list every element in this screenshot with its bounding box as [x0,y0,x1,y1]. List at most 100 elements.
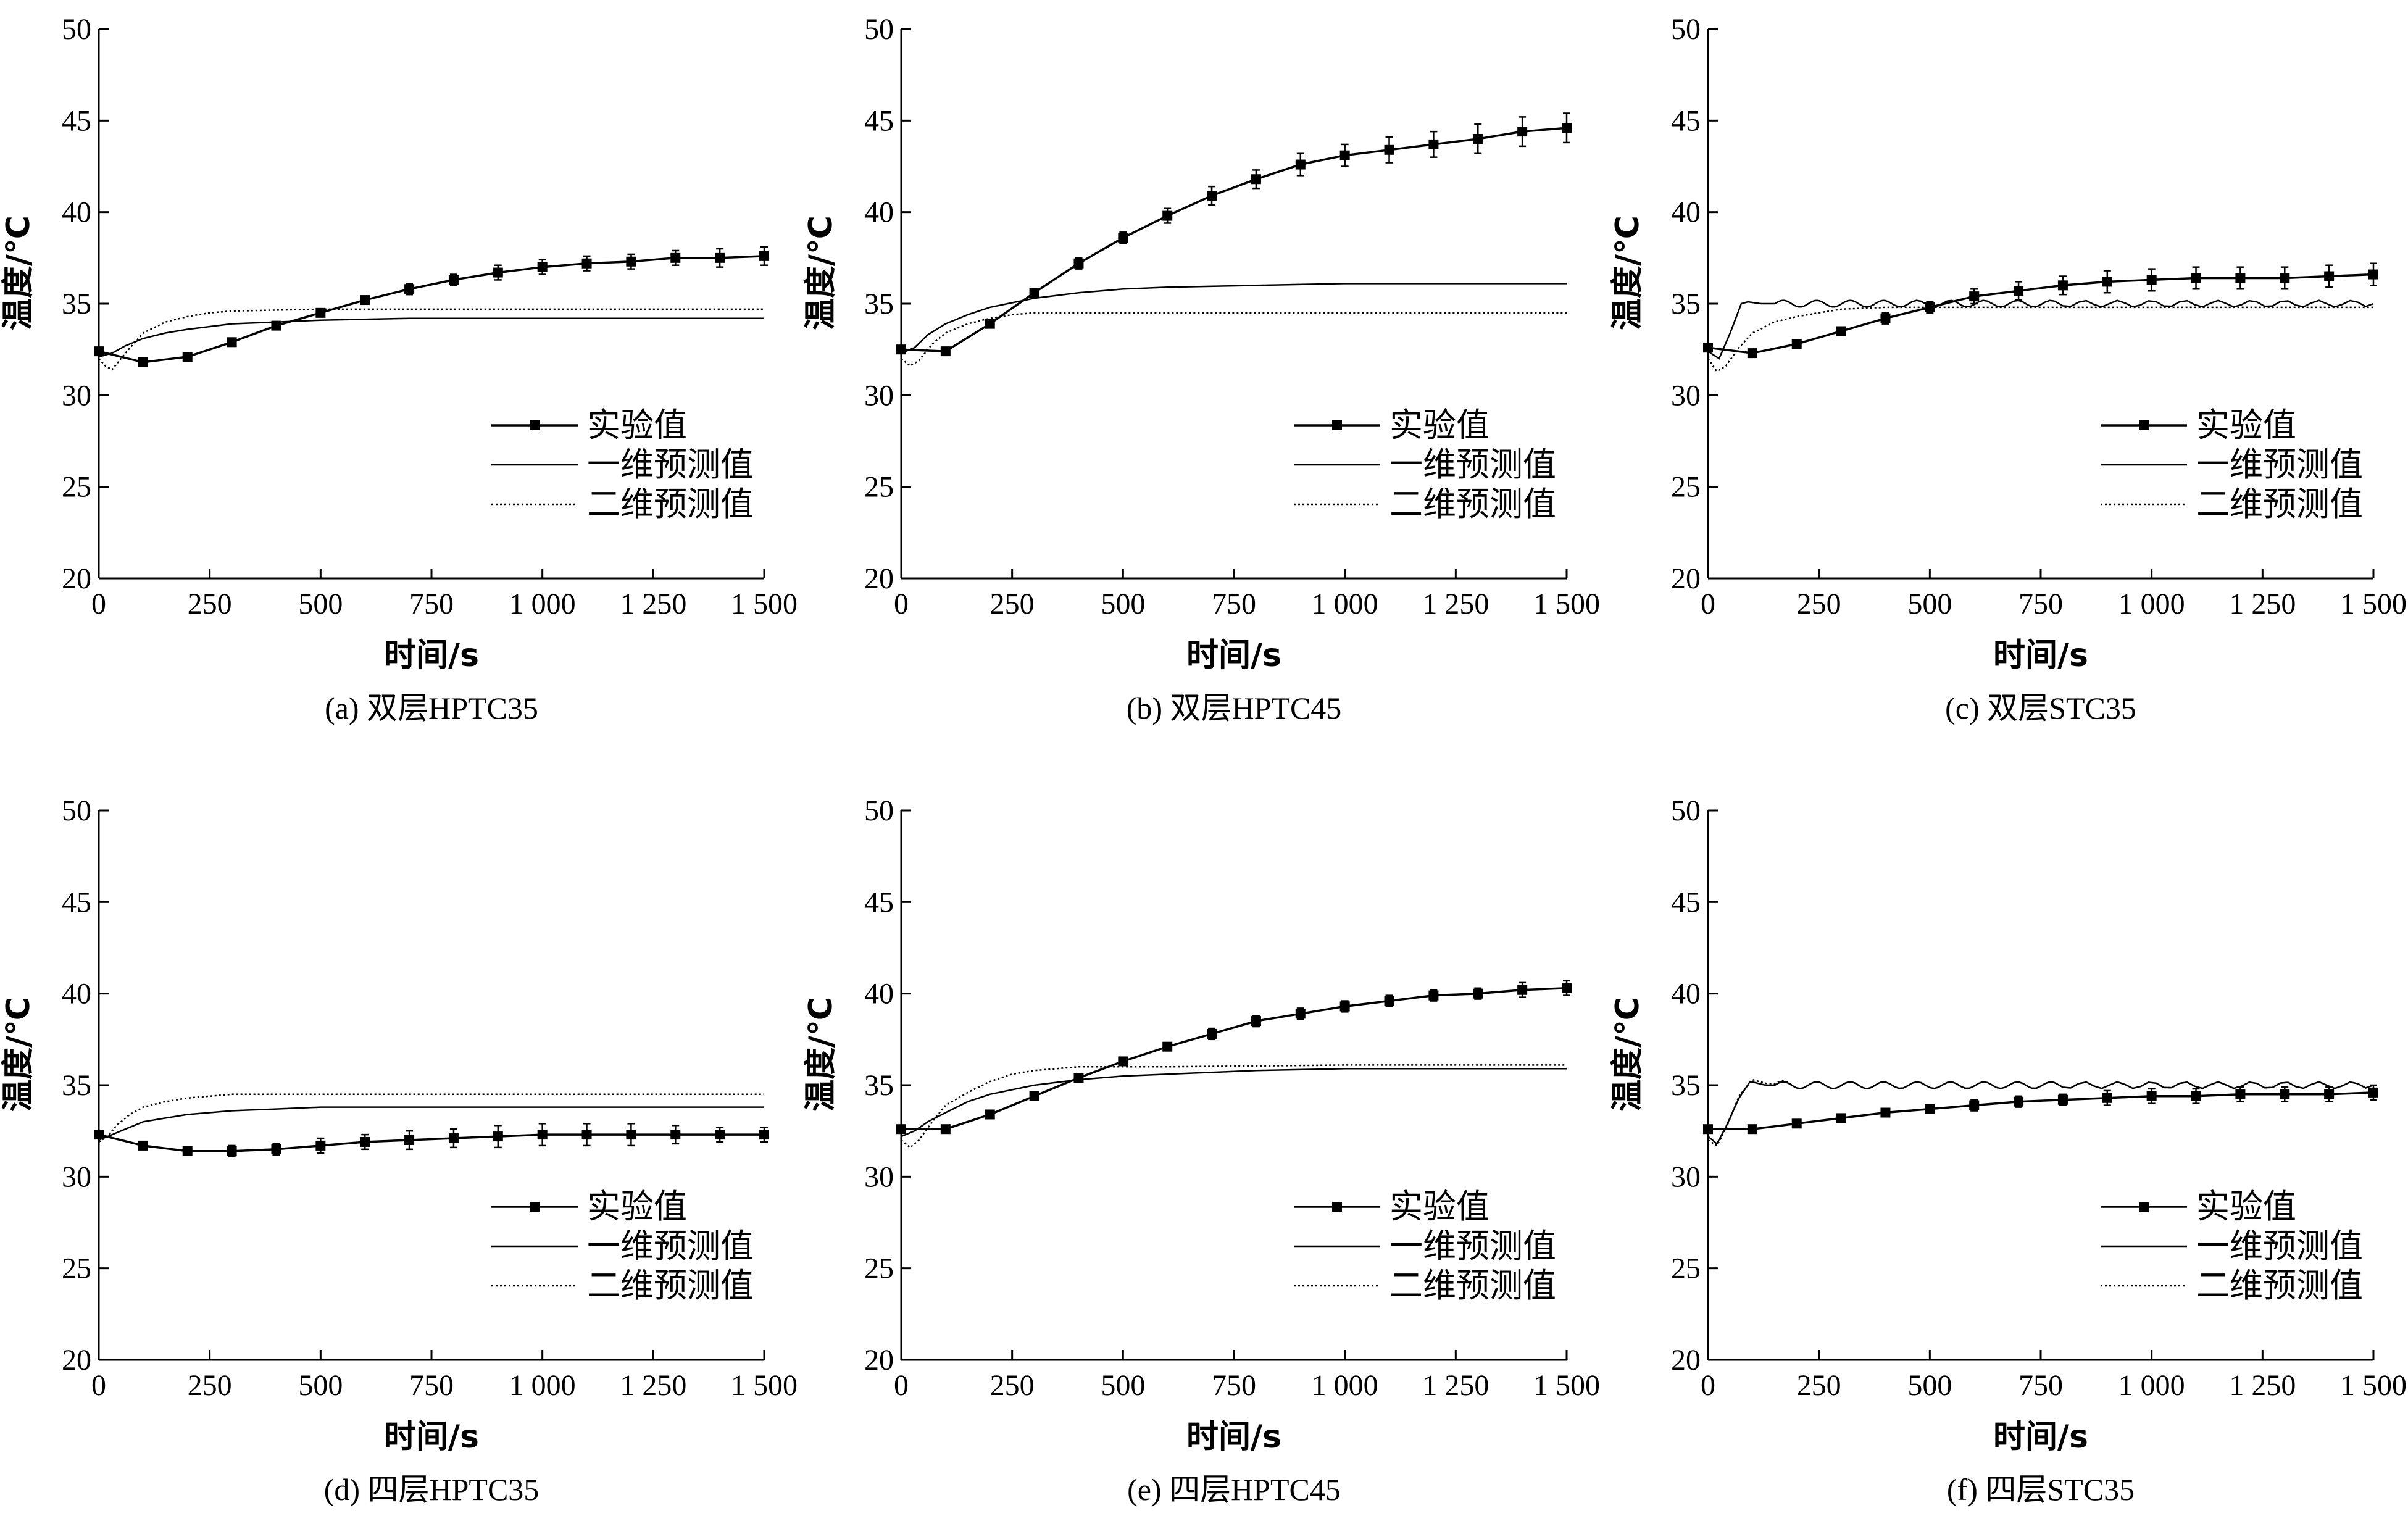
series-line-2 [901,312,1567,367]
x-tick-label: 750 [409,1369,454,1402]
y-tick-label: 50 [1671,13,1701,46]
data-point [1880,313,1891,323]
data-point [985,1109,995,1120]
data-point [2057,1094,2068,1105]
data-point [2102,277,2112,287]
y-axis-label: 温度/℃ [0,215,37,330]
y-tick-label: 35 [864,288,894,320]
series-line-0 [901,987,1567,1130]
x-tick-label: 500 [1907,588,1952,620]
data-point [1473,134,1483,144]
data-point [1428,139,1439,149]
legend-marker [1332,1202,1342,1212]
data-point [715,252,725,263]
data-point [1118,1056,1128,1067]
series-line-2 [99,308,764,371]
x-tick-label: 1 500 [2340,1369,2407,1402]
y-tick-label: 35 [62,1069,91,1102]
x-tick-label: 1 000 [2118,588,2185,620]
legend-label-2: 二维预测值 [587,1266,754,1305]
series-line-1 [99,1106,764,1141]
legend-label-1: 一维预测值 [587,445,754,484]
x-tick-label: 750 [1212,1369,1256,1402]
data-point [271,1144,281,1154]
data-point [1836,1113,1846,1123]
x-tick-label: 500 [1907,1369,1952,1402]
x-tick-label: 500 [298,1369,343,1402]
data-point [537,1130,548,1140]
y-tick-label: 40 [62,978,91,1010]
y-tick-label: 50 [864,13,894,46]
y-tick-label: 40 [1671,978,1701,1010]
data-point [448,1133,459,1144]
x-tick-label: 750 [1212,588,1256,620]
y-tick-label: 25 [864,1252,894,1285]
data-point [670,252,681,263]
y-tick-label: 25 [62,1252,91,1285]
y-tick-label: 25 [1671,471,1701,504]
legend-label-2: 二维预测值 [587,485,754,523]
legend-label-0: 实验值 [2196,1187,2296,1226]
y-tick-label: 40 [1671,196,1701,229]
y-tick-label: 45 [1671,104,1701,137]
y-tick-label: 45 [864,886,894,918]
data-point [2235,1089,2246,1099]
data-point [626,256,636,267]
x-tick-label: 250 [1797,1369,1841,1402]
data-point [2014,1096,2024,1107]
data-point [1029,288,1039,298]
data-point [715,1130,725,1140]
x-tick-label: 1 500 [2340,588,2407,620]
x-tick-label: 0 [91,588,106,620]
legend-label-1: 一维预测值 [587,1227,754,1265]
y-tick-label: 35 [62,288,91,320]
data-point [1251,1016,1261,1027]
data-point [1969,1100,1980,1110]
legend-label-2: 二维预测值 [2196,1266,2363,1305]
data-point [1295,1009,1306,1019]
x-tick-label: 500 [1101,1369,1145,1402]
data-point [2280,1089,2290,1099]
x-tick-label: 1 500 [1533,588,1600,620]
x-tick-label: 1 250 [620,588,686,620]
y-tick-label: 50 [62,13,91,46]
x-tick-label: 1 250 [620,1369,686,1402]
y-tick-label: 20 [62,1344,91,1377]
x-axis-label: 时间/s [1186,637,1281,674]
data-point [1791,339,1802,349]
y-tick-label: 40 [864,196,894,229]
data-point [315,307,326,318]
y-tick-label: 30 [62,379,91,412]
series-line-2 [1708,1078,2374,1147]
y-tick-label: 30 [864,1160,894,1193]
data-point [581,258,592,269]
data-point [985,319,995,329]
data-point [227,337,237,348]
legend-label-2: 二维预测值 [2196,485,2363,523]
legend-label-1: 一维预测值 [2196,1227,2363,1265]
data-point [1384,996,1394,1006]
data-point [2368,269,2378,280]
data-point [2280,273,2290,283]
data-point [940,1124,951,1135]
data-point [626,1130,636,1140]
x-tick-label: 750 [2018,588,2063,620]
panel-caption: (e) 四层HPTC45 [1127,1472,1341,1507]
data-point [759,251,769,261]
series-line-1 [1708,299,2374,360]
data-point [2014,286,2024,296]
x-tick-label: 250 [188,588,232,620]
data-point [2368,1087,2378,1098]
data-point [1562,123,1572,133]
y-axis-label: 温度/℃ [1609,215,1646,330]
data-point [1969,291,1980,302]
data-point [1517,985,1528,995]
y-tick-label: 40 [62,196,91,229]
legend-marker [2139,1202,2149,1212]
y-tick-label: 20 [1671,1344,1701,1377]
series-line-2 [901,1064,1567,1149]
legend-label-0: 实验值 [587,1187,687,1226]
